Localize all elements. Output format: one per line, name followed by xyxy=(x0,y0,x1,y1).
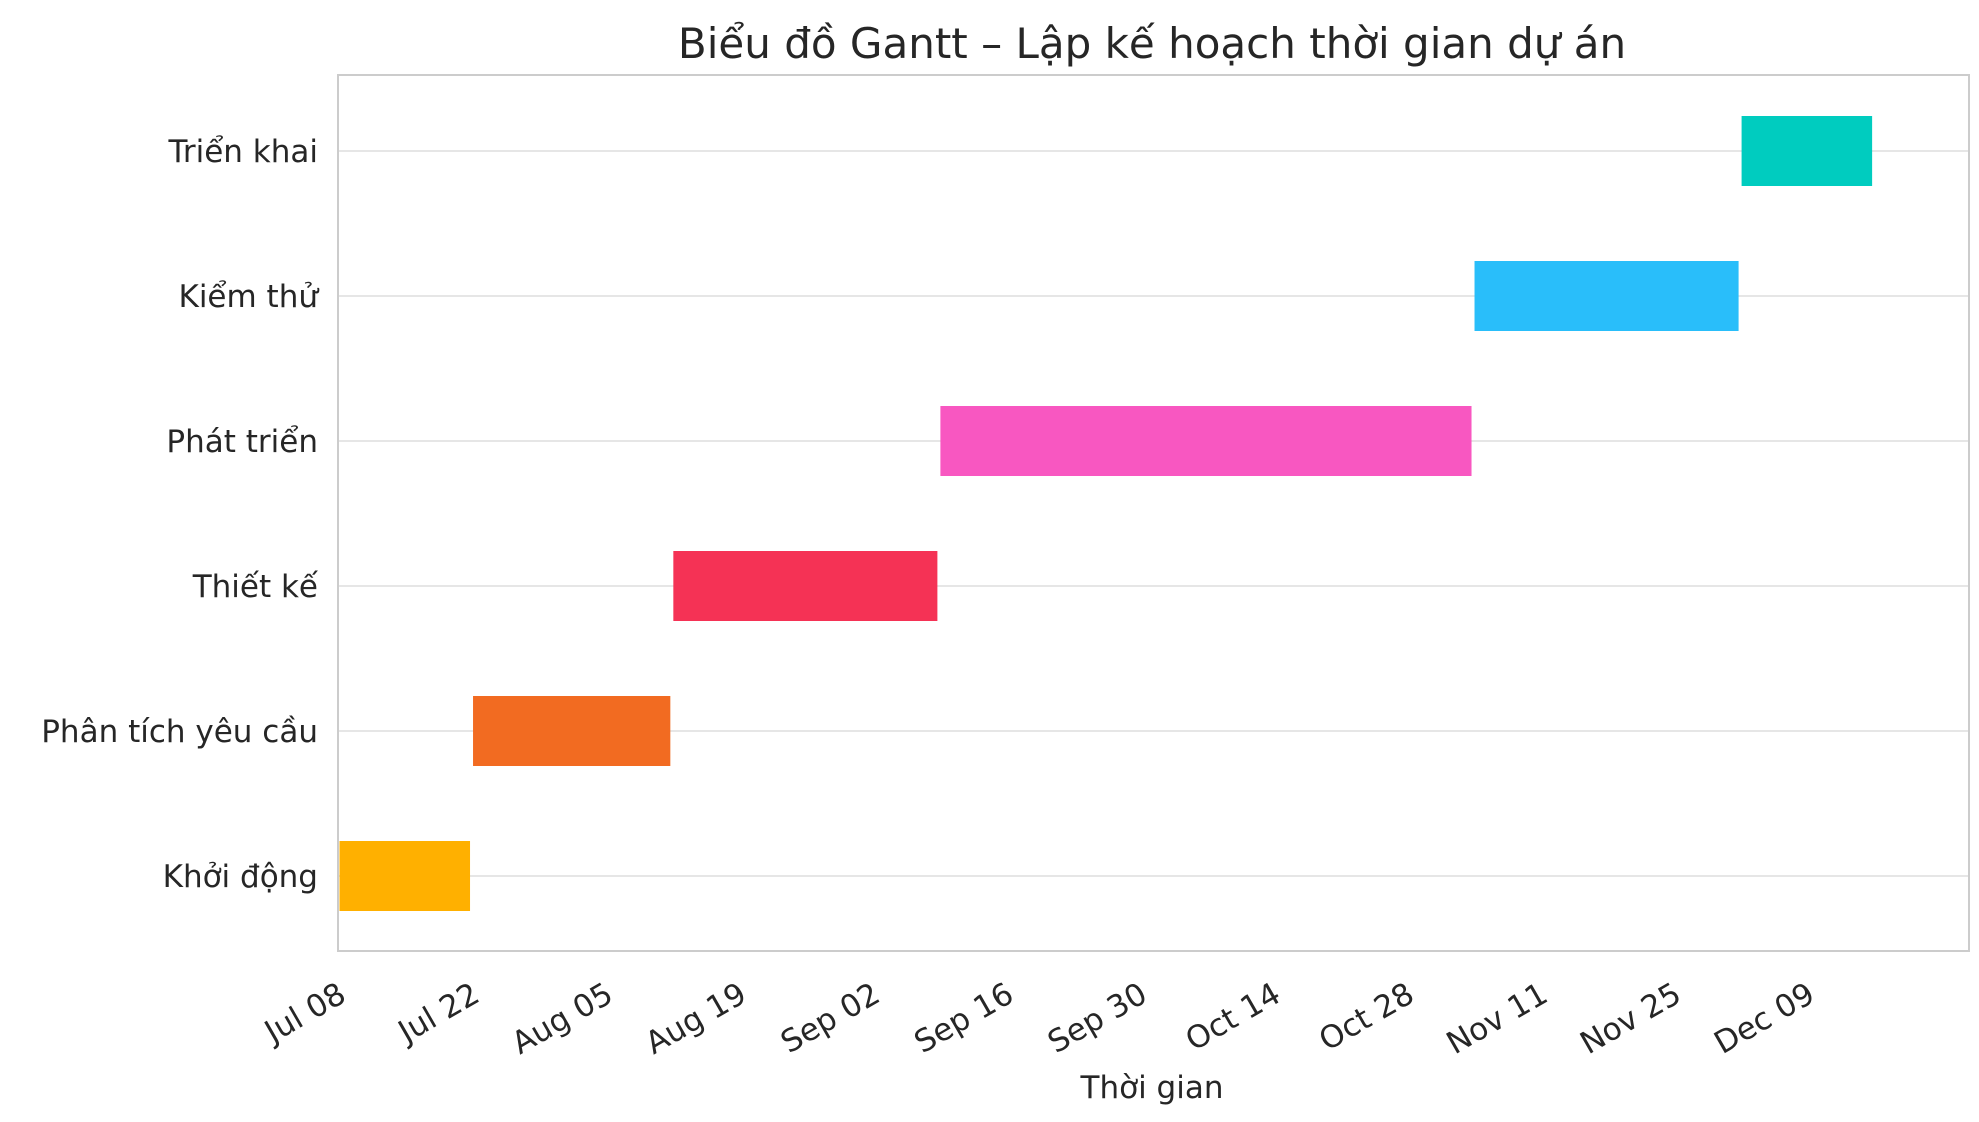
task-label: Triển khai xyxy=(167,134,318,170)
gantt-bar xyxy=(673,551,938,621)
x-tick-label: Oct 28 xyxy=(1313,976,1420,1059)
x-tick-label: Jul 08 xyxy=(257,976,352,1052)
x-axis-label: Thời gian xyxy=(1080,1070,1224,1106)
gantt-bar xyxy=(1474,261,1739,331)
task-label: Thiết kế xyxy=(192,569,319,605)
plot-frame xyxy=(337,74,1970,952)
x-tick-label: Nov 11 xyxy=(1441,976,1554,1062)
gantt-bars xyxy=(339,116,1873,911)
x-tick-label: Aug 19 xyxy=(639,976,752,1062)
x-tick-label: Jul 22 xyxy=(391,976,486,1052)
gantt-bar xyxy=(339,841,471,911)
x-tick-label: Sep 16 xyxy=(908,976,1019,1061)
x-tick-label: Nov 25 xyxy=(1574,976,1687,1062)
gantt-bar xyxy=(1741,116,1873,186)
x-tick-label: Sep 02 xyxy=(775,976,886,1061)
chart-title: Biểu đồ Gantt – Lập kế hoạch thời gian d… xyxy=(678,19,1626,68)
task-label: Phát triển xyxy=(166,424,318,460)
x-tick-labels: Jul 08 Jul 22 Aug 05 Aug 19 Sep 02 Sep 16 Sep … xyxy=(257,976,1821,1062)
grid-lines xyxy=(338,150,1969,877)
gantt-bar xyxy=(473,696,671,766)
task-label: Kiểm thử xyxy=(178,279,319,315)
task-labels: Khởi động Phân tích yêu cầu Thiết kế Phát t… xyxy=(41,134,319,895)
gantt-bar xyxy=(940,406,1472,476)
x-tick-label: Sep 30 xyxy=(1042,976,1153,1061)
task-label: Phân tích yêu cầu xyxy=(41,714,318,750)
task-label: Khởi động xyxy=(163,859,318,895)
x-tick-label: Aug 05 xyxy=(506,976,619,1062)
x-tick-label: Dec 09 xyxy=(1708,976,1821,1062)
x-tick-label: Oct 14 xyxy=(1180,976,1287,1059)
